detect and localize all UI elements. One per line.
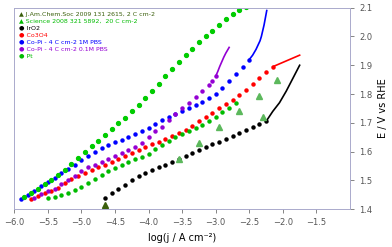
Legend: ▲ J.Am.Chem.Soc 2009 131 2615, 2 C cm-2, ▲ Science 2008 321 5892,  20 C cm-2, ● : ▲ J.Am.Chem.Soc 2009 131 2615, 2 C cm-2,… [17,11,156,59]
X-axis label: log(j / A cm⁻²): log(j / A cm⁻²) [148,233,216,243]
Y-axis label: E / V vs RHE: E / V vs RHE [378,79,388,138]
